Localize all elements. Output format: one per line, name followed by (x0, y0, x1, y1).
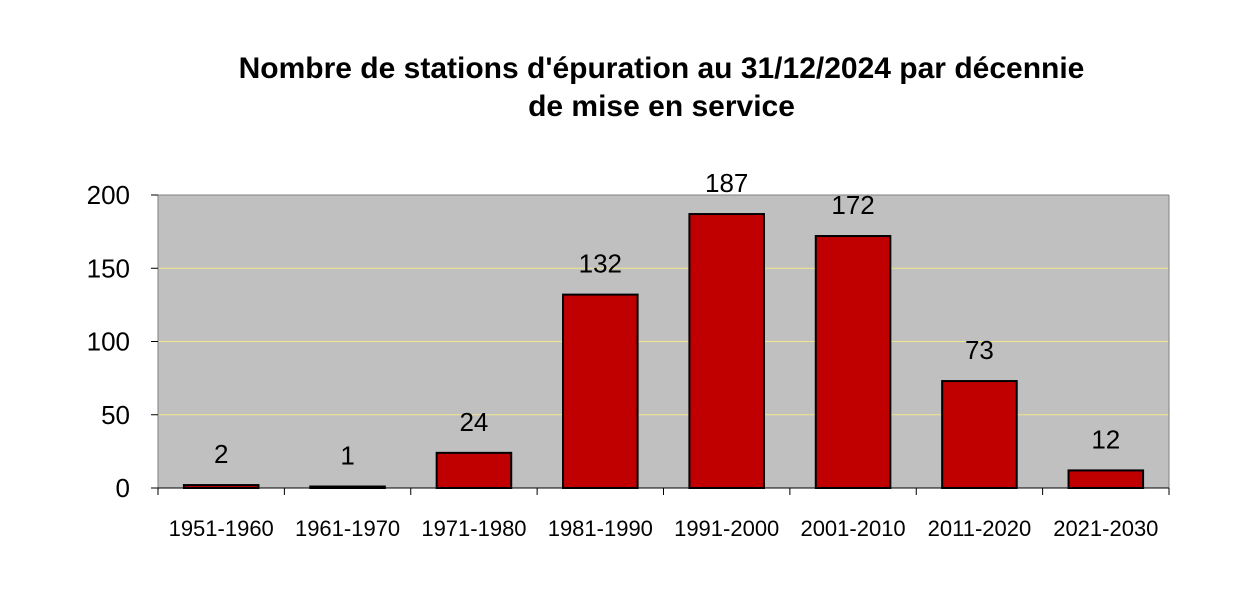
bars (182, 213, 1145, 490)
x-tick-label-1961-1970: 1961-1970 (295, 516, 400, 541)
data-label-1971-1980: 24 (459, 407, 488, 437)
bar-1971-1980 (435, 451, 513, 489)
y-tick-label-150: 150 (87, 253, 130, 283)
x-tick-label-2011-2020: 2011-2020 (928, 516, 1032, 541)
y-tick-label-50: 50 (101, 400, 130, 430)
bar-1991-2000 (688, 213, 765, 489)
chart-title-line-2: de mise en service (528, 90, 795, 123)
bar-2011-2020 (941, 380, 1018, 489)
data-label-1981-1990: 132 (579, 249, 622, 279)
data-label-1951-1960: 2 (214, 439, 228, 469)
data-labels: 2 1 24 132 187 172 73 12 (214, 168, 1120, 470)
bar-1951-1960 (182, 484, 260, 490)
data-label-1991-2000: 187 (705, 168, 748, 198)
data-label-2011-2020: 73 (965, 335, 994, 365)
bar-2021-2030 (1067, 469, 1145, 490)
data-label-2021-2030: 12 (1091, 424, 1120, 454)
y-tick-label-200: 200 (87, 180, 130, 210)
x-tick-label-1981-1990: 1981-1990 (548, 516, 653, 541)
x-tick-label-2001-2010: 2001-2010 (800, 516, 905, 541)
y-axis-ticks: 0 50 100 150 200 (87, 180, 158, 503)
x-tick-label-2021-2030: 2021-2030 (1053, 516, 1158, 541)
x-axis-ticks: 1951-1960 1961-1970 1971-1980 1981-1990 1991… (157, 488, 1170, 541)
chart-title-line-1: Nombre de stations d'épuration au 31/12/… (238, 52, 1085, 85)
data-label-2001-2010: 172 (831, 190, 874, 220)
bar-2001-2010 (814, 235, 892, 489)
x-tick-label-1951-1960: 1951-1960 (169, 516, 274, 541)
chart-title: Nombre de stations d'épuration au 31/12/… (0, 50, 1233, 126)
bar-1981-1990 (562, 293, 639, 489)
bar-1961-1970 (309, 485, 386, 490)
data-label-1961-1970: 1 (340, 441, 354, 471)
x-tick-label-1971-1980: 1971-1980 (421, 516, 526, 541)
y-tick-label-0: 0 (116, 473, 130, 503)
y-tick-label-100: 100 (87, 327, 130, 357)
x-tick-label-1991-2000: 1991-2000 (674, 516, 779, 541)
